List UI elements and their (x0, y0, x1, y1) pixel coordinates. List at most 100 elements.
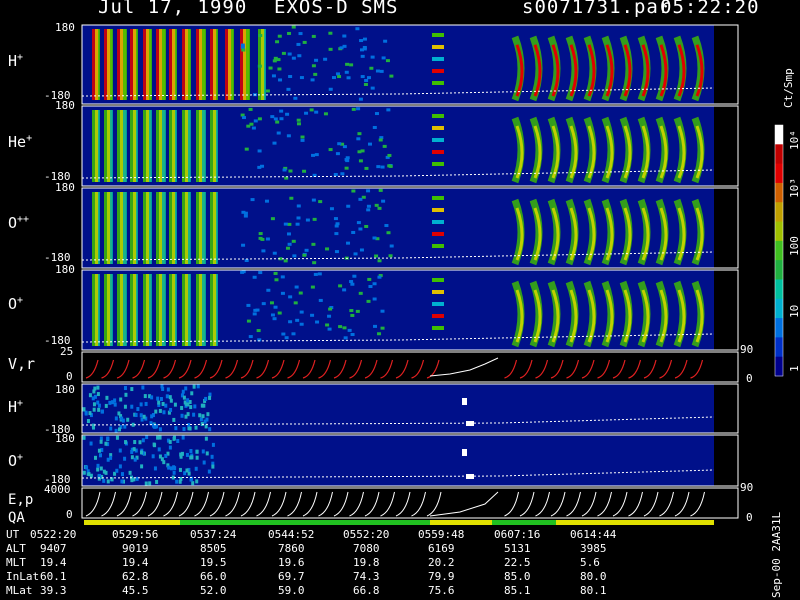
spectrogram-speckle (241, 210, 246, 214)
spectrogram-speckle (346, 204, 351, 208)
colorbar-tick: 1 (788, 365, 800, 372)
spectrogram-speckle (139, 402, 143, 407)
spectrogram-speckle (256, 329, 261, 333)
spectrogram-speckle (105, 395, 109, 400)
spectrogram-speckle (264, 199, 269, 203)
spectrogram-speckle (282, 168, 287, 172)
spectrogram-band (136, 110, 138, 182)
footer-cell: 0607:16 (494, 528, 541, 541)
y-tick-top: 25 (60, 345, 74, 358)
spectrogram-speckle (273, 56, 278, 60)
spectrogram-speckle (295, 222, 300, 226)
spectrogram-speckle (288, 75, 293, 79)
spectrogram-band (123, 110, 127, 182)
spectrogram-band (110, 274, 113, 346)
panel-frame (81, 434, 739, 487)
spectrogram-speckle (148, 481, 152, 486)
spectrogram-speckle (166, 387, 170, 392)
spectrogram-speckle (240, 113, 245, 117)
spectrogram-speckle (118, 464, 122, 469)
colorbar-frame (774, 124, 784, 377)
colorbar-swatch (775, 182, 783, 203)
spectrogram-arc-core (605, 207, 614, 261)
spectrogram-band (149, 29, 152, 100)
spectrogram-speckle (269, 301, 274, 305)
spectrogram-speckle (251, 126, 256, 130)
spectrogram-band (162, 29, 166, 100)
spectrogram-speckle (265, 237, 270, 241)
spectrogram-speckle (344, 70, 349, 74)
spectrogram-speckle (123, 456, 127, 461)
spectrogram-speckle (104, 403, 108, 408)
footer-cell: 66.8 (353, 584, 380, 597)
panel-label-he-plus: He+ (8, 133, 33, 151)
spectrogram-band (172, 110, 176, 182)
spectrogram-speckle (113, 402, 117, 407)
spectrogram-speckle (349, 309, 354, 313)
energy-trace (209, 491, 225, 517)
spectrogram-speckle (309, 108, 314, 112)
spectrogram-speckle (117, 411, 121, 416)
spectrogram-speckle (136, 407, 140, 412)
spectrogram-arc-core (659, 44, 668, 97)
spectrogram-speckle (257, 149, 262, 153)
spectrogram-speckle (185, 402, 189, 407)
spectrogram-band (107, 192, 112, 264)
spectrogram-speckle (195, 449, 199, 454)
spectrogram-speckle (381, 56, 386, 60)
colorbar-swatch (775, 144, 783, 165)
spectrogram-speckle (343, 336, 348, 340)
footer-cell: 19.4 (122, 556, 149, 569)
spectrogram-band (107, 110, 112, 182)
spectrogram-speckle (93, 455, 97, 460)
spectrogram-speckle (93, 386, 97, 391)
spectrogram-speckle (296, 216, 301, 220)
spectrogram-band (162, 192, 166, 264)
spectrogram-speckle (120, 416, 124, 421)
spectrogram-speckle (154, 409, 158, 414)
energy-trace (566, 491, 581, 517)
spectrogram-speckle (311, 198, 316, 202)
spectrogram-speckle (84, 411, 88, 416)
footer-cell: 9019 (122, 542, 149, 555)
spectrogram-speckle (141, 385, 145, 390)
spectrogram-speckle (241, 48, 246, 52)
spectrogram-arc-core (695, 207, 704, 261)
spectrogram-speckle (273, 271, 278, 275)
spectrogram-band (95, 29, 99, 100)
spectrogram-speckle (347, 328, 352, 332)
trace-line (81, 251, 715, 261)
spectrogram-speckle (168, 395, 172, 400)
panel-frame (81, 269, 739, 351)
spectrogram-speckle (176, 439, 180, 444)
spectrogram-block (432, 69, 444, 73)
spectrogram-speckle (181, 435, 185, 440)
spectrogram-band (98, 274, 100, 346)
spectrogram-speckle (277, 67, 282, 71)
spectrogram-speckle (193, 404, 197, 409)
velocity-trace (612, 359, 626, 379)
spectrogram-speckle (287, 52, 292, 56)
spectrogram-speckle (122, 479, 126, 484)
spectrogram-speckle (386, 231, 391, 235)
spectrogram-speckle (357, 150, 362, 154)
spectrogram-speckle (286, 87, 291, 91)
spectrogram-speckle (340, 172, 345, 176)
spectrogram-speckle (272, 59, 277, 63)
spectrogram-speckle (132, 447, 136, 452)
spectrogram-speckle (187, 471, 191, 476)
spectrogram-speckle (145, 435, 149, 440)
spectrogram-speckle (157, 447, 161, 452)
spectrogram-speckle (389, 74, 394, 78)
spectrogram-speckle (358, 197, 363, 201)
footer-cell: 0614:44 (570, 528, 617, 541)
spectrogram-speckle (339, 46, 344, 50)
spectrogram-band (202, 29, 206, 100)
trace-line (81, 87, 715, 97)
spectrogram-speckle (158, 408, 162, 413)
spectrogram-speckle (310, 78, 315, 82)
file-name: s0071731.par (522, 0, 672, 18)
velocity-trace (333, 359, 347, 379)
spectrogram-speckle (279, 109, 284, 113)
right-tick-vr-top: 90 (740, 343, 754, 356)
